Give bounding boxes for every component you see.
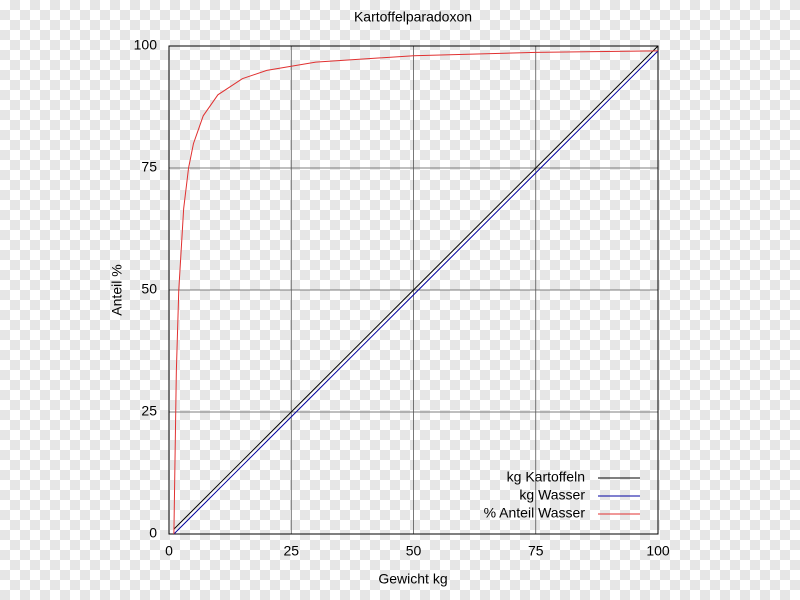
x-tick-label: 50 bbox=[406, 543, 422, 559]
chart-title: Kartoffelparadoxon bbox=[354, 9, 472, 25]
plot-frame bbox=[168, 45, 659, 535]
x-axis-label: Gewicht kg bbox=[378, 571, 447, 587]
x-tick-label: 100 bbox=[646, 543, 670, 559]
y-tick-label: 50 bbox=[141, 281, 157, 297]
y-tick-label: 25 bbox=[141, 403, 157, 419]
series-line bbox=[173, 45, 659, 530]
x-tick-label: 0 bbox=[165, 543, 173, 559]
legend-label: % Anteil Wasser bbox=[484, 505, 586, 521]
y-axis-label: Anteil % bbox=[109, 264, 125, 315]
y-tick-label: 75 bbox=[141, 159, 157, 175]
series-line bbox=[173, 50, 659, 535]
y-tick-label: 0 bbox=[149, 525, 157, 541]
legend-label: kg Wasser bbox=[519, 487, 585, 503]
x-tick-label: 75 bbox=[528, 543, 544, 559]
series-line bbox=[173, 50, 659, 535]
legend-label: kg Kartoffeln bbox=[507, 469, 585, 485]
x-tick-label: 25 bbox=[283, 543, 299, 559]
y-tick-label: 100 bbox=[134, 37, 158, 53]
